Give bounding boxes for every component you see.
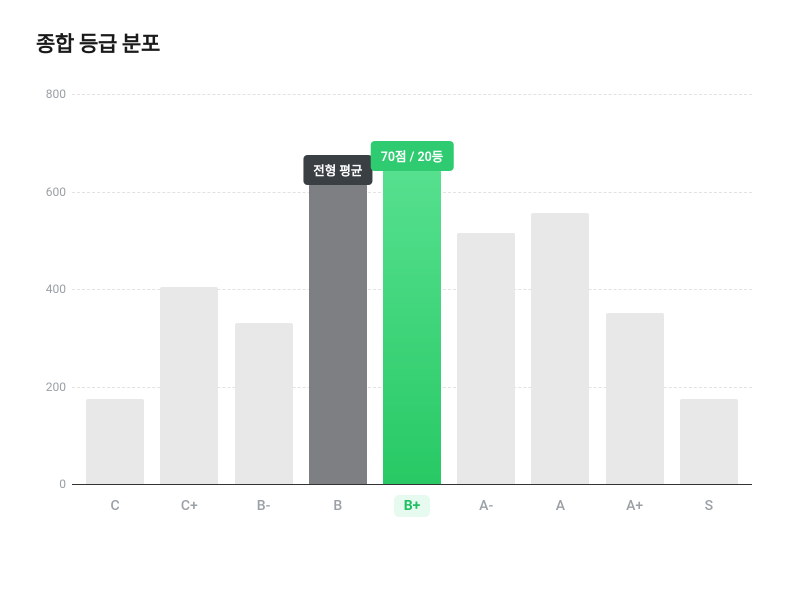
bars-row: 전형 평균70점 / 20등 bbox=[72, 94, 752, 484]
bar-badge: 70점 / 20등 bbox=[371, 141, 454, 171]
highlighted-category: B+ bbox=[394, 495, 431, 517]
bar-B: 전형 평균 bbox=[309, 184, 367, 484]
x-tick: A- bbox=[449, 484, 523, 524]
bar-slot: 70점 / 20등 bbox=[375, 94, 449, 484]
bar-Bplus: 70점 / 20등 bbox=[383, 170, 441, 484]
x-tick: C+ bbox=[152, 484, 226, 524]
bar-slot bbox=[449, 94, 523, 484]
x-tick: S bbox=[672, 484, 746, 524]
y-tick: 0 bbox=[59, 477, 66, 491]
bar-slot bbox=[672, 94, 746, 484]
bar-slot bbox=[598, 94, 672, 484]
grade-distribution-chart: 종합 등급 분포 0200400600800 전형 평균70점 / 20등 CC… bbox=[0, 0, 788, 606]
bar-slot: 전형 평균 bbox=[301, 94, 375, 484]
x-tick: B+ bbox=[375, 484, 449, 524]
bar-Aplus bbox=[606, 313, 664, 484]
x-tick: A bbox=[523, 484, 597, 524]
bar-slot bbox=[226, 94, 300, 484]
x-tick: C bbox=[78, 484, 152, 524]
y-tick: 800 bbox=[46, 87, 66, 101]
bar-slot bbox=[78, 94, 152, 484]
plot-area: 0200400600800 전형 평균70점 / 20등 CC+B-BB+A-A… bbox=[72, 94, 752, 524]
x-tick: B- bbox=[226, 484, 300, 524]
x-tick: B bbox=[301, 484, 375, 524]
bar-badge: 전형 평균 bbox=[303, 155, 372, 185]
bar-Cplus bbox=[160, 287, 218, 484]
x-axis: CC+B-B B+ A-AA+S bbox=[72, 484, 752, 524]
bar-Aminus bbox=[457, 233, 515, 484]
y-axis: 0200400600800 bbox=[36, 94, 72, 484]
y-tick: 600 bbox=[46, 185, 66, 199]
bar-Bminus bbox=[235, 323, 293, 484]
bar-A bbox=[531, 213, 589, 484]
bar-slot bbox=[152, 94, 226, 484]
bar-slot bbox=[523, 94, 597, 484]
bar-S bbox=[680, 399, 738, 484]
x-tick: A+ bbox=[598, 484, 672, 524]
bar-C bbox=[86, 399, 144, 484]
chart-title: 종합 등급 분포 bbox=[36, 28, 752, 58]
y-tick: 400 bbox=[46, 282, 66, 296]
y-tick: 200 bbox=[46, 380, 66, 394]
